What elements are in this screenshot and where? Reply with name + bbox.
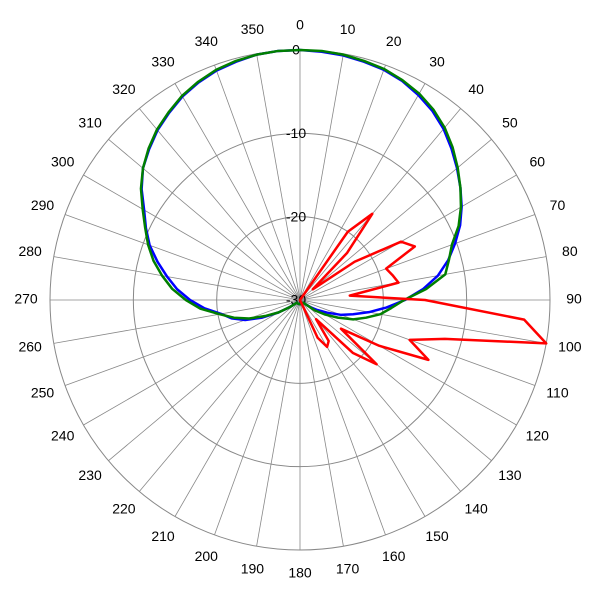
angle-label: 30 xyxy=(429,53,445,69)
angle-label: 40 xyxy=(468,81,484,97)
spoke xyxy=(214,64,301,301)
spoke xyxy=(174,299,301,517)
angle-label: 250 xyxy=(31,384,55,400)
angle-label: 200 xyxy=(195,548,219,564)
spoke xyxy=(108,299,301,462)
spoke xyxy=(299,299,462,492)
spoke xyxy=(299,83,426,301)
ring xyxy=(216,216,384,384)
spoke xyxy=(138,108,301,301)
spoke xyxy=(299,299,492,462)
spoke xyxy=(256,53,301,301)
angle-label: 180 xyxy=(288,565,312,581)
spoke xyxy=(299,214,536,301)
spoke xyxy=(256,299,301,547)
angle-label: 120 xyxy=(526,428,550,444)
angle-label: 10 xyxy=(340,21,356,37)
angle-label: 310 xyxy=(78,115,102,131)
angle-label: 50 xyxy=(502,115,518,131)
angle-label: 140 xyxy=(464,501,488,517)
angle-label: 150 xyxy=(425,528,449,544)
spoke xyxy=(53,256,301,301)
spoke xyxy=(299,299,517,426)
angle-label: 130 xyxy=(498,467,522,483)
angle-label: 160 xyxy=(382,548,406,564)
spoke xyxy=(299,64,386,301)
angle-label: 20 xyxy=(386,33,402,49)
spoke xyxy=(299,299,344,547)
spoke xyxy=(299,108,462,301)
spoke xyxy=(174,83,301,301)
angle-label: 90 xyxy=(566,291,582,307)
spoke xyxy=(214,299,301,536)
spoke xyxy=(138,299,301,492)
spoke xyxy=(83,174,301,301)
spoke xyxy=(299,174,517,301)
angle-label: 300 xyxy=(51,154,75,170)
angle-label: 240 xyxy=(51,428,75,444)
angle-label: 210 xyxy=(151,528,175,544)
spoke xyxy=(64,299,301,386)
angle-label: 260 xyxy=(18,338,42,354)
angle-label: 320 xyxy=(112,81,136,97)
spoke xyxy=(299,53,344,301)
series-line xyxy=(139,48,463,321)
spoke xyxy=(64,214,301,301)
spoke xyxy=(299,138,492,301)
spoke xyxy=(53,299,301,344)
r-tick-label: -10 xyxy=(286,125,306,141)
spoke xyxy=(299,299,426,517)
series-line xyxy=(298,212,548,366)
angle-label: 60 xyxy=(530,154,546,170)
angle-label: 270 xyxy=(14,291,38,307)
angle-label: 230 xyxy=(78,467,102,483)
angle-label: 340 xyxy=(195,33,219,49)
ring xyxy=(132,132,468,468)
angle-label: 70 xyxy=(550,197,566,213)
angle-label: 220 xyxy=(112,501,136,517)
angle-label: 0 xyxy=(296,17,304,33)
angle-label: 80 xyxy=(562,243,578,259)
angle-label: 330 xyxy=(151,53,175,69)
angle-label: 350 xyxy=(241,21,265,37)
angle-label: 170 xyxy=(336,561,360,577)
r-tick-label: -20 xyxy=(286,208,306,224)
spoke xyxy=(299,299,386,536)
angle-label: 100 xyxy=(558,338,582,354)
angle-label: 280 xyxy=(18,243,42,259)
angle-label: 190 xyxy=(241,561,265,577)
spoke xyxy=(299,256,547,301)
spoke xyxy=(83,299,301,426)
spoke xyxy=(299,299,547,344)
angle-label: 290 xyxy=(31,197,55,213)
angle-label: 110 xyxy=(546,384,569,400)
spoke xyxy=(108,138,301,301)
